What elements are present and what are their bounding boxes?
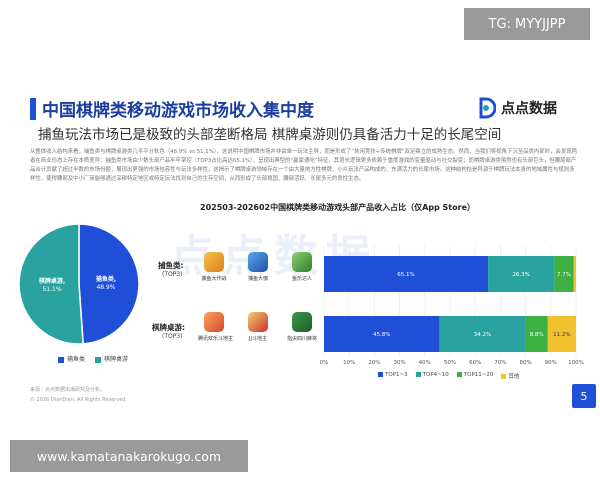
x-tick-label: 90% — [545, 360, 557, 366]
x-tick-label: 60% — [469, 360, 481, 366]
app-name: 腾讯欢乐斗地主 — [198, 336, 234, 342]
pie-slice — [18, 223, 84, 345]
chart-title: 202503-202602中国棋牌类移动游戏头部产品收入占比（仅App Stor… — [200, 203, 475, 212]
x-tick-label: 40% — [419, 360, 431, 366]
pie-chart: 捕鱼类,48.9% 棋牌桌游,51.1% — [18, 223, 140, 345]
x-tick-label: 80% — [519, 360, 531, 366]
pie-slice — [78, 223, 140, 345]
bar-legend-item: TOP1~3 — [378, 372, 408, 380]
page-title: 中国棋牌类移动游戏市场收入集中度 — [42, 101, 314, 121]
x-tick-label: 10% — [343, 360, 355, 366]
page-number: 5 — [572, 384, 596, 408]
bar-segment — [547, 316, 576, 352]
body-paragraph: 从整体收入结构来看，捕鱼类与棋牌桌游类几乎平分秋色（48.9% vs 51.1%… — [30, 149, 578, 182]
x-tick-label: 50% — [444, 360, 456, 366]
app-name: JJ斗地主 — [249, 336, 267, 342]
page-subtitle: 捕鱼玩法市场已是极致的头部垄断格局 棋牌桌游则仍具备活力十足的长尾空间 — [38, 127, 502, 143]
bar-segment — [573, 256, 576, 292]
bar-value-label: 8.8% — [530, 332, 544, 338]
title-accent-bar — [30, 98, 36, 120]
category-label-fishing: 捕鱼类: — [158, 261, 184, 270]
app-tile: 捕鱼大咖 — [242, 252, 274, 282]
diandian-logo-icon — [479, 97, 496, 119]
card-game-icon — [248, 312, 268, 332]
pie-legend: 捕鱼类 棋牌桌游 — [58, 354, 128, 363]
copyright-note: © 2026 DianDian. All Rights Reserved. — [30, 397, 128, 403]
bar-legend-item: TOP11~20 — [456, 372, 493, 380]
category-label-board: 棋牌桌游: — [152, 323, 185, 332]
app-name: 鱼乐达人 — [291, 276, 312, 282]
fish-game-icon — [248, 252, 268, 272]
bar-legend-item: 其他 — [501, 372, 519, 380]
x-tick-label: 0% — [320, 360, 329, 366]
category-sub-board: (TOP3) — [162, 333, 183, 340]
mahjong-game-icon — [292, 312, 312, 332]
pie-legend-item: 捕鱼类 — [58, 354, 85, 363]
stacked-bar-chart: 65.1% 26.3% 7.7% 45.8% 34.2% 8.8% 11.2% 0% 10% 2… — [320, 246, 584, 366]
fish-game-icon — [204, 252, 224, 272]
app-name: 指尖四川麻将 — [286, 336, 317, 342]
bar-value-label: 45.8% — [373, 332, 390, 338]
brand-logo: 点点数据 — [478, 97, 557, 119]
website-tag: www.kamatanakarokugo.com — [10, 440, 248, 472]
app-tile: 腾讯欢乐斗地主 — [198, 312, 234, 342]
app-tile: JJ斗地主 — [242, 312, 274, 342]
pie-legend-item: 棋牌桌游 — [95, 354, 128, 363]
app-tile: 鱼乐达人 — [286, 252, 318, 282]
brand-name: 点点数据 — [501, 101, 557, 117]
bar-segment — [439, 316, 526, 352]
telegram-tag: TG: MYYJJPP — [464, 8, 590, 40]
app-name: 捕鱼大咖 — [247, 276, 268, 282]
bar-segment — [324, 316, 440, 352]
bar-segment — [554, 256, 574, 292]
bar-segment — [488, 256, 555, 292]
fish-game-icon — [292, 252, 312, 272]
app-name: 捕鱼大作战 — [201, 276, 227, 282]
app-tile: 捕鱼大作战 — [198, 252, 230, 282]
bar-value-label: 7.7% — [557, 272, 571, 278]
bar-value-label: 11.2% — [553, 332, 570, 338]
app-tile: 指尖四川麻将 — [286, 312, 318, 342]
category-sub-fishing: (TOP3) — [162, 271, 183, 278]
bar-legend-item: TOP4~10 — [415, 372, 449, 380]
bar-value-label: 26.3% — [512, 272, 529, 278]
pie-slice-value: 48.9% — [96, 284, 115, 291]
source-note: 来源：点点数据出海研究及分析。 — [30, 387, 106, 393]
x-tick-label: 100% — [568, 360, 584, 366]
card-game-icon — [204, 312, 224, 332]
pie-slice-label: 棋牌桌游, — [38, 277, 65, 285]
x-tick-label: 70% — [494, 360, 506, 366]
x-tick-label: 30% — [393, 360, 405, 366]
bar-value-label: 34.2% — [474, 332, 491, 338]
pie-slice-value: 51.1% — [42, 286, 61, 293]
bar-segment — [525, 316, 548, 352]
bar-segment — [324, 256, 489, 292]
bar-value-label: 65.1% — [397, 272, 414, 278]
bar-legend: TOP1~3 TOP4~10 TOP11~20 其他 — [378, 372, 519, 380]
x-tick-label: 20% — [368, 360, 380, 366]
pie-slice-label: 捕鱼类, — [96, 275, 116, 283]
